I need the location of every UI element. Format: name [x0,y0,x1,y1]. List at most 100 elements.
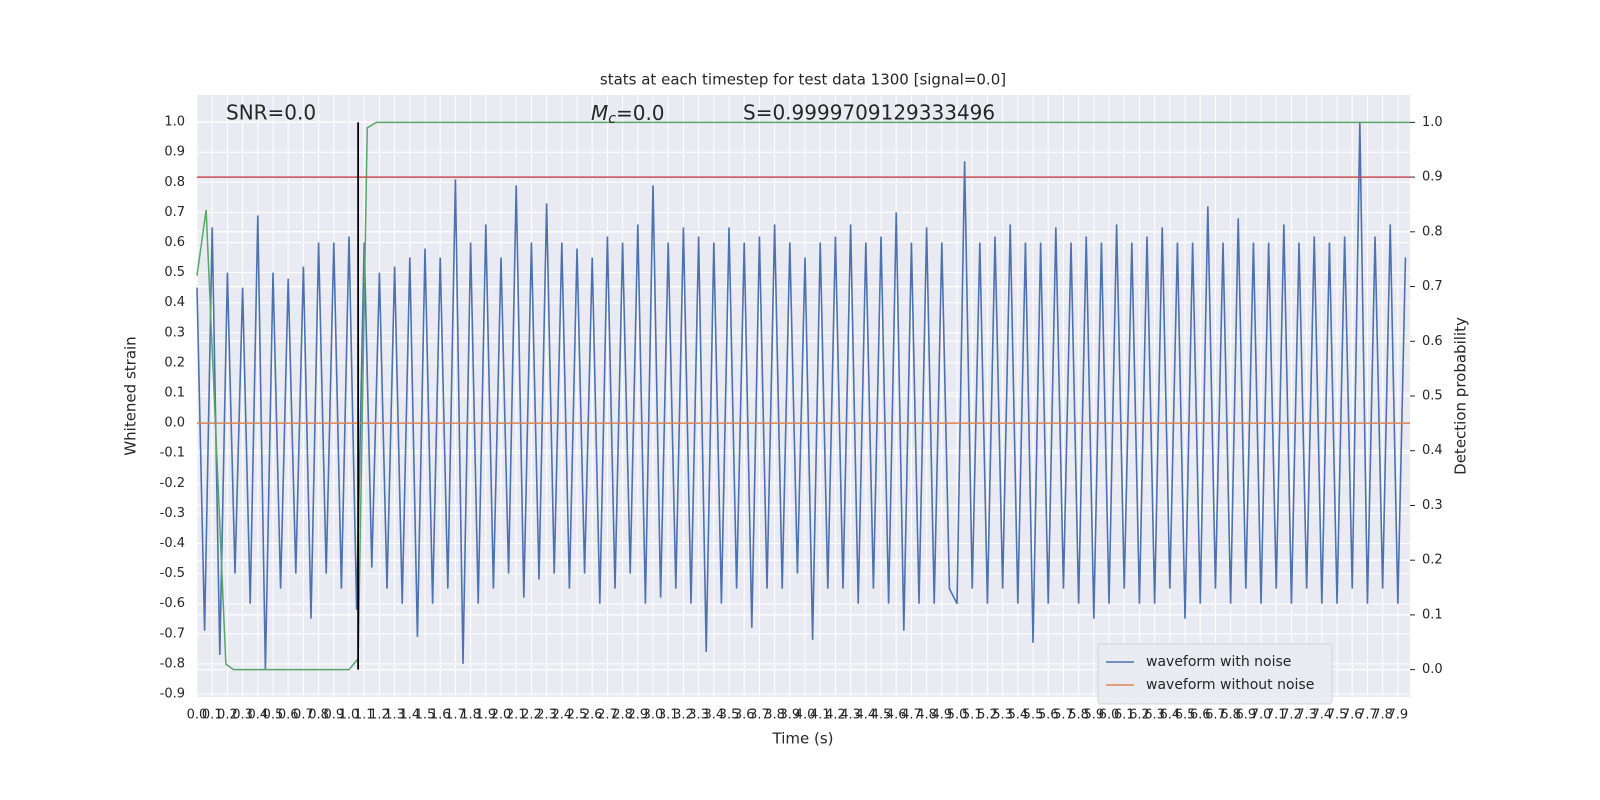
x-tick-label: 4.0 [795,708,816,723]
axes: 0.00.10.20.30.40.50.60.70.80.91.01.11.21… [160,115,1443,723]
y2-tick-label: 0.5 [1422,389,1443,404]
x-tick-label: 5.8 [1068,708,1089,723]
y-tick-label: 1.0 [164,115,185,130]
y-axis-label: Whitened strain [122,336,140,455]
annotation: S=0.9999709129333496 [743,101,995,125]
x-tick-label: 4.7 [901,708,922,723]
x-tick-label: 4.8 [916,708,937,723]
x-tick-label: 2.8 [612,708,633,723]
x-tick-label: 7.9 [1387,708,1408,723]
y2-tick-label: 0.0 [1422,662,1443,677]
x-tick-label: 2.4 [551,708,572,723]
x-tick-label: 5.4 [1007,708,1028,723]
x-tick-label: 5.0 [947,708,968,723]
x-tick-label: 3.5 [719,708,740,723]
y2-tick-label: 0.3 [1422,498,1443,513]
y2-axis-label: Detection probability [1452,317,1470,475]
legend-box [1097,643,1333,705]
x-tick-label: 7.8 [1372,708,1393,723]
y2-tick-label: 0.1 [1422,607,1443,622]
x-tick-label: 5.9 [1083,708,1104,723]
chart-title: stats at each timestep for test data 130… [600,71,1006,89]
x-tick-label: 1.8 [460,708,481,723]
y-tick-label: 0.3 [164,325,185,340]
legend: waveform with noise waveform without nois… [1097,643,1333,705]
series-line [196,121,1410,671]
x-tick-label: 3.8 [764,708,785,723]
x-tick-label: 6.2 [1129,708,1150,723]
x-tick-label: 3.2 [673,708,694,723]
x-tick-label: 7.6 [1342,708,1363,723]
x-tick-label: 4.2 [825,708,846,723]
x-tick-label: 3.4 [703,708,724,723]
x-tick-label: 5.6 [1038,708,1059,723]
y-tick-label: -0.8 [160,656,185,671]
annotation: Mc=0.0 [591,101,665,128]
x-axis-label: Time (s) [772,730,834,748]
y2-tick-label: 0.8 [1422,224,1443,239]
x-tick-label: 5.3 [992,708,1013,723]
x-tick-label: 4.3 [840,708,861,723]
y-tick-label: 0.6 [164,235,185,250]
y-tick-label: 0.2 [164,355,185,370]
annotation-symbol: M [591,101,608,125]
x-tick-label: 1.6 [430,708,451,723]
x-tick-label: 0.3 [232,708,253,723]
x-tick-label: 1.7 [445,708,466,723]
x-tick-label: 0.5 [263,708,284,723]
x-tick-label: 0.9 [323,708,344,723]
x-tick-label: 0.0 [187,708,208,723]
x-tick-label: 7.4 [1311,708,1332,723]
x-tick-label: 6.9 [1235,708,1256,723]
x-tick-label: 4.4 [855,708,876,723]
grid [196,95,1410,697]
y-tick-label: 0.5 [164,265,185,280]
x-tick-label: 6.5 [1175,708,1196,723]
x-tick-label: 2.1 [506,708,527,723]
y-tick-label: 0.4 [164,295,185,310]
annotation-subscript: c [608,111,616,127]
y-tick-label: 0.8 [164,175,185,190]
series-line [196,122,1407,670]
y-tick-label: 0.1 [164,385,185,400]
y2-tick-label: 0.9 [1422,170,1443,185]
y-tick-label: -0.6 [160,596,185,611]
x-tick-label: 6.4 [1159,708,1180,723]
y-tick-label: -0.7 [160,626,185,641]
y-tick-label: -0.9 [160,686,185,701]
x-tick-label: 2.6 [582,708,603,723]
x-tick-label: 1.0 [339,708,360,723]
x-tick-label: 0.7 [293,708,314,723]
x-tick-label: 2.3 [536,708,557,723]
y-tick-label: 0.9 [164,145,185,160]
x-tick-label: 2.7 [597,708,618,723]
x-tick-label: 6.7 [1205,708,1226,723]
x-tick-label: 6.3 [1144,708,1165,723]
x-tick-label: 7.7 [1357,708,1378,723]
x-tick-label: 0.4 [247,708,268,723]
x-tick-label: 7.0 [1251,708,1272,723]
x-tick-label: 1.3 [384,708,405,723]
x-tick-label: 4.9 [931,708,952,723]
annotation: SNR=0.0 [226,101,316,125]
x-tick-label: 1.4 [399,708,420,723]
x-tick-label: 1.2 [369,708,390,723]
marks [196,121,1410,671]
y-tick-label: 0.7 [164,205,185,220]
y-tick-label: -0.2 [160,476,185,491]
x-tick-label: 3.6 [734,708,755,723]
x-tick-label: 0.2 [217,708,238,723]
x-tick-label: 5.7 [1053,708,1074,723]
x-tick-label: 2.9 [627,708,648,723]
x-tick-label: 1.9 [475,708,496,723]
x-tick-label: 6.1 [1114,708,1135,723]
x-tick-label: 2.5 [567,708,588,723]
x-tick-label: 4.6 [886,708,907,723]
x-tick-label: 6.0 [1099,708,1120,723]
y2-tick-label: 0.2 [1422,553,1443,568]
y2-tick-label: 1.0 [1422,115,1443,130]
y-tick-label: -0.5 [160,566,185,581]
x-tick-label: 0.8 [308,708,329,723]
x-tick-label: 1.5 [415,708,436,723]
